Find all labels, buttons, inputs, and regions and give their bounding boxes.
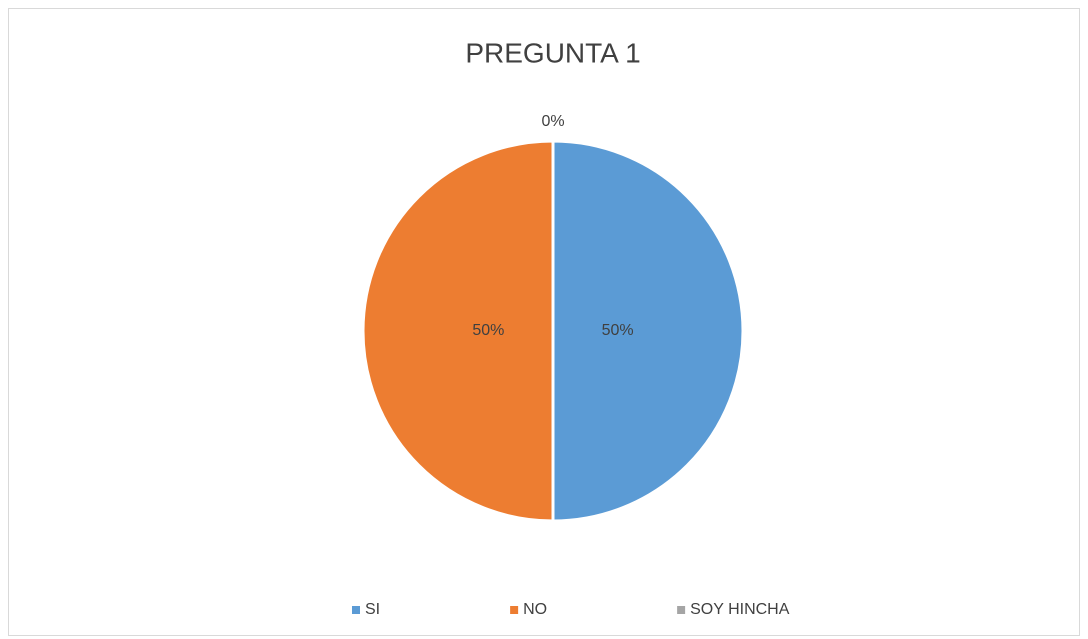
legend-swatch (352, 606, 360, 614)
legend-swatch (677, 606, 686, 614)
legend-swatch (510, 606, 519, 614)
data-label: 50% (602, 322, 634, 339)
pie-slice (551, 139, 745, 523)
data-label: 50% (472, 322, 504, 339)
data-label: 0% (541, 113, 564, 130)
legend-label: SOY HINCHA (690, 601, 790, 618)
legend-label: NO (523, 601, 547, 618)
legend-label: SI (365, 601, 380, 618)
chart-title: PREGUNTA 1 (465, 37, 640, 68)
pie-slice (361, 139, 555, 523)
